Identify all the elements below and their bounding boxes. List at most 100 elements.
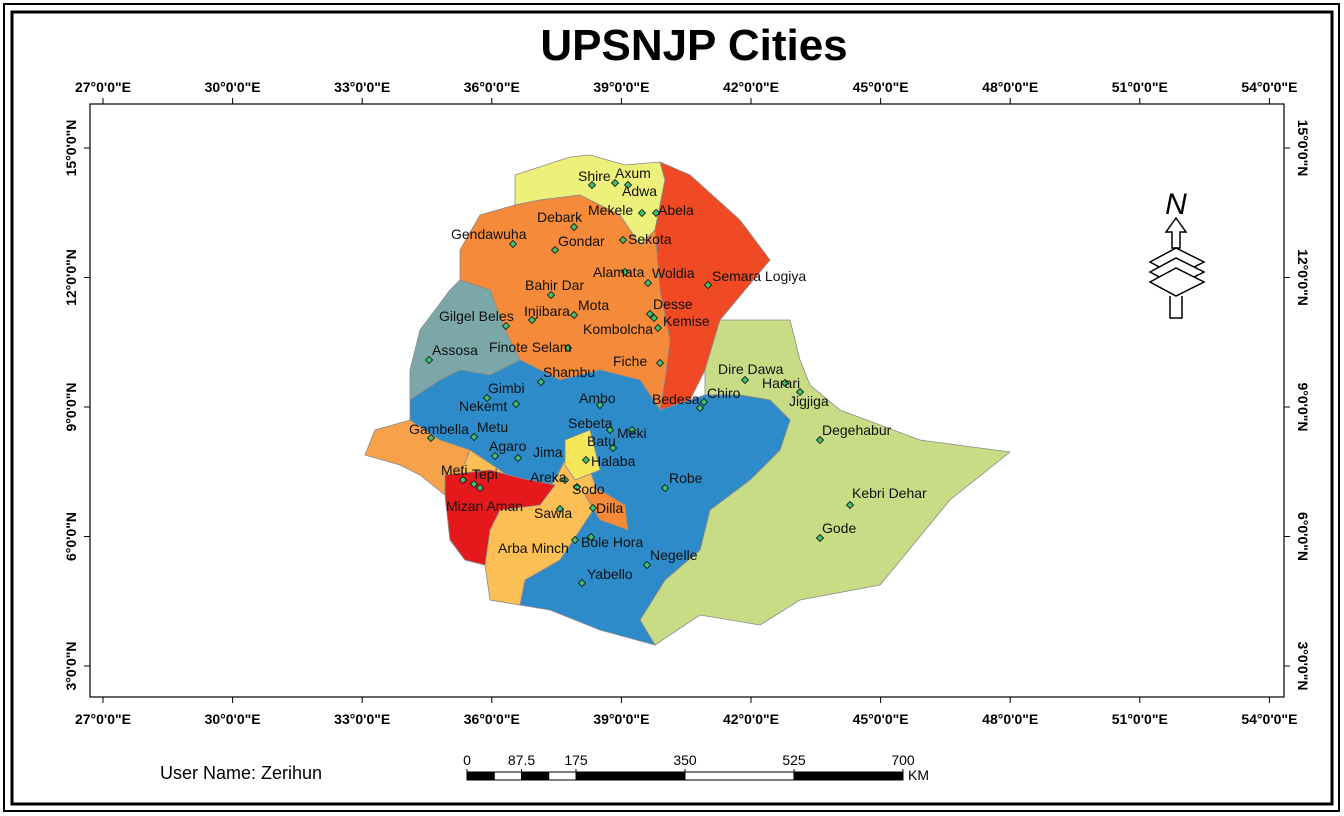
city-label: Abela: [658, 202, 694, 218]
city-point: [703, 280, 713, 290]
city-point: [501, 321, 511, 331]
city-point: [586, 532, 596, 542]
inner-border: [10, 10, 1334, 806]
city-point: [653, 323, 663, 333]
city-point: [587, 180, 597, 190]
city-label: Axum: [615, 165, 651, 181]
longitude-label: 30°0'0"E: [205, 79, 261, 95]
city-point: [490, 451, 500, 461]
city-point: [511, 399, 521, 409]
city-label: Nekemt: [459, 398, 507, 414]
city-point: [637, 208, 647, 218]
city-label: Ambo: [579, 390, 616, 406]
city-label: Batu: [587, 433, 616, 449]
city-label: Kombolcha: [583, 321, 653, 337]
city-point: [555, 504, 565, 514]
scale-segment: [793, 771, 904, 781]
latitude-label: 3°0'0"N: [63, 641, 79, 690]
city-point: [570, 535, 580, 545]
city-label: Kemise: [663, 313, 710, 329]
city-label: Shambu: [543, 364, 595, 380]
region-south-west: [444, 469, 556, 566]
city-point: [536, 377, 546, 387]
longitude-label: 45°0'0"E: [853, 79, 909, 95]
scale-segment: [493, 771, 522, 781]
city-point: [550, 245, 560, 255]
city-point: [546, 290, 556, 300]
city-label: Sebeta: [568, 415, 613, 431]
city-point: [620, 267, 630, 277]
latitude-label: 15°0'0"N: [1295, 120, 1311, 177]
city-point: [563, 343, 573, 353]
city-point: [660, 483, 670, 493]
city-point: [643, 278, 653, 288]
longitude-label: 27°0'0"E: [75, 79, 131, 95]
city-point: [642, 560, 652, 570]
longitude-label: 30°0'0"E: [205, 711, 261, 727]
city-label: Dilla: [596, 500, 623, 516]
city-point: [651, 208, 661, 218]
city-point: [780, 378, 790, 388]
city-label: Agaro: [489, 438, 527, 454]
city-label: Meti: [441, 462, 467, 478]
city-label: Jima: [533, 444, 563, 460]
city-point: [572, 482, 582, 492]
city-label: Shire: [578, 168, 611, 184]
city-label: Gode: [822, 520, 856, 536]
city-label: Gondar: [558, 233, 605, 249]
city-label: Gimbi: [488, 380, 525, 396]
latitude-label: 15°0'0"N: [63, 120, 79, 177]
city-label: Kebri Dehar: [852, 485, 927, 501]
longitude-label: 51°0'0"E: [1112, 711, 1168, 727]
city-point: [424, 355, 434, 365]
map-title: UPSNJP Cities: [540, 21, 847, 70]
longitude-label: 45°0'0"E: [853, 711, 909, 727]
city-label: Woldia: [652, 265, 695, 281]
arrow-tail: [1169, 296, 1183, 319]
city-label: Metu: [477, 419, 508, 435]
city-label: Assosa: [432, 342, 478, 358]
city-label: Fiche: [613, 353, 647, 369]
longitude-label: 33°0'0"E: [334, 79, 390, 95]
scale-segment: [548, 771, 577, 781]
city-point: [482, 393, 492, 403]
city-label: Gambella: [409, 421, 469, 437]
city-label: Degehabur: [822, 422, 892, 438]
longitude-label: 51°0'0"E: [1112, 79, 1168, 95]
longitude-label: 39°0'0"E: [593, 79, 649, 95]
city-point: [581, 455, 591, 465]
latitude-label: 9°0'0"N: [1295, 382, 1311, 431]
city-point: [569, 310, 579, 320]
city-label: Debark: [537, 209, 583, 225]
city-point: [577, 578, 587, 588]
city-label: Desse: [653, 296, 693, 312]
city-label: Bedesa: [652, 391, 700, 407]
regions: [364, 154, 1011, 646]
city-label: Mekele: [588, 202, 633, 218]
longitude-label: 36°0'0"E: [464, 79, 520, 95]
latitude-label: 6°0'0"N: [63, 512, 79, 561]
city-label: Halaba: [591, 453, 636, 469]
scale-segment: [521, 771, 550, 781]
latitude-label: 6°0'0"N: [1295, 512, 1311, 561]
city-point: [627, 425, 637, 435]
city-point: [588, 503, 598, 513]
city-label: Gilgel Beles: [439, 308, 514, 324]
city-label: Dire Dawa: [718, 361, 784, 377]
city-label: Gendawuha: [451, 226, 527, 242]
latitude-label: 12°0'0"N: [1295, 249, 1311, 306]
north-label: N: [1165, 188, 1187, 221]
region-gambella: [364, 419, 471, 496]
city-label: Injibara: [524, 303, 570, 319]
city-point: [610, 178, 620, 188]
city-point: [508, 239, 518, 249]
city-label: Arba Minch: [498, 540, 569, 556]
latitude-label: 12°0'0"N: [63, 249, 79, 306]
city-point: [649, 313, 659, 323]
region-gedeo: [584, 489, 629, 531]
city-label: Robe: [669, 470, 703, 486]
city-point: [655, 358, 665, 368]
scale-label: 525: [782, 752, 806, 768]
scale-segment: [684, 771, 795, 781]
